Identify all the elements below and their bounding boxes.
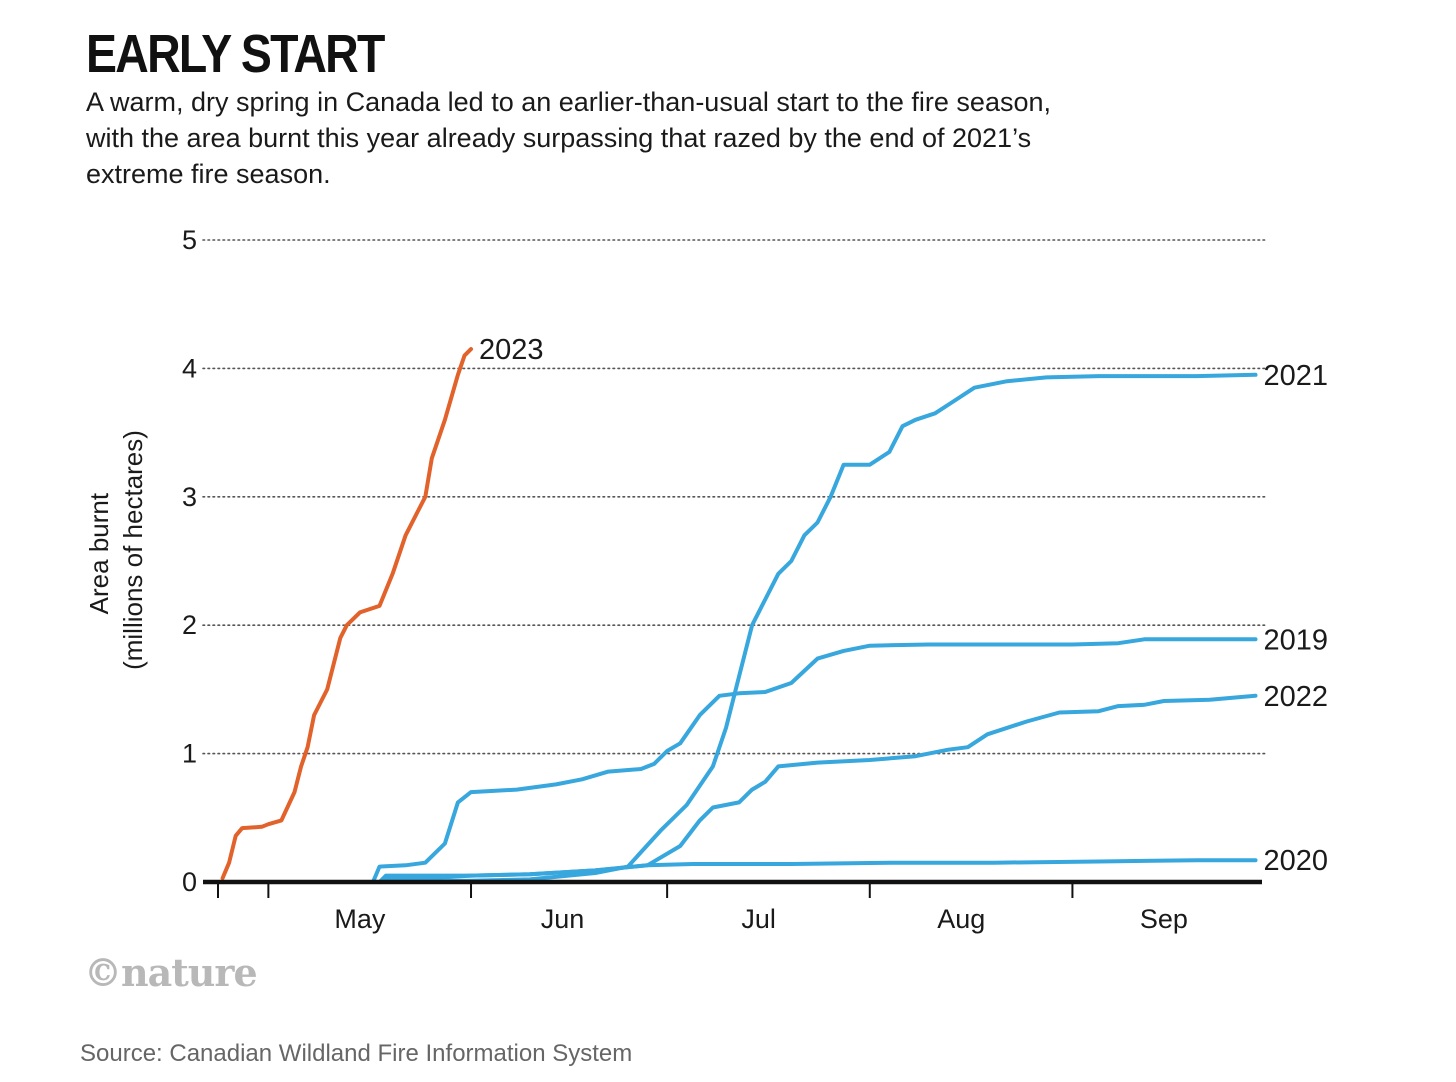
series-label-2020: 2020 <box>1263 845 1328 877</box>
y-tick-label-4: 4 <box>182 353 197 383</box>
x-tick-label-jun: Jun <box>541 904 585 934</box>
series-line-2019 <box>371 637 1258 884</box>
gridlines <box>202 239 1267 755</box>
y-tick-label-1: 1 <box>182 739 197 769</box>
x-tick-label-jul: Jul <box>741 904 776 934</box>
series-line-2021 <box>377 372 1258 884</box>
series-line-2023 <box>220 347 473 881</box>
y-tick-label-5: 5 <box>182 225 197 255</box>
chart-title: EARLY START <box>86 24 385 84</box>
series-label-2023: 2023 <box>479 334 544 366</box>
y-axis-title-line1: Area burnt <box>84 492 114 614</box>
y-tick-label-2: 2 <box>182 610 197 640</box>
source-note: Source: Canadian Wildland Fire Informati… <box>80 1040 633 1067</box>
series-lines <box>220 347 1258 884</box>
series-label-2019: 2019 <box>1263 624 1328 656</box>
y-axis-ticks: 0 1 2 3 4 5 <box>182 225 197 897</box>
series-label-2022: 2022 <box>1263 681 1328 713</box>
series-label-2021: 2021 <box>1263 360 1328 392</box>
x-tick-label-sep: Sep <box>1140 904 1188 934</box>
y-tick-label-0: 0 <box>182 867 197 897</box>
y-axis-title-line2: (millions of hectares) <box>118 430 148 670</box>
x-tick-label-aug: Aug <box>937 904 985 934</box>
chart-subtitle: A warm, dry spring in Canada led to an e… <box>86 87 1051 189</box>
x-tick-label-may: May <box>334 904 386 934</box>
series-labels: 2021 2019 2022 2020 2023 <box>479 334 1328 877</box>
x-axis: May Jun Jul Aug Sep <box>203 879 1262 934</box>
series-line-2020 <box>377 858 1258 884</box>
y-axis-title: Area burnt (millions of hectares) <box>84 430 148 670</box>
nature-logo: ©nature <box>84 950 258 995</box>
y-tick-label-3: 3 <box>182 482 197 512</box>
